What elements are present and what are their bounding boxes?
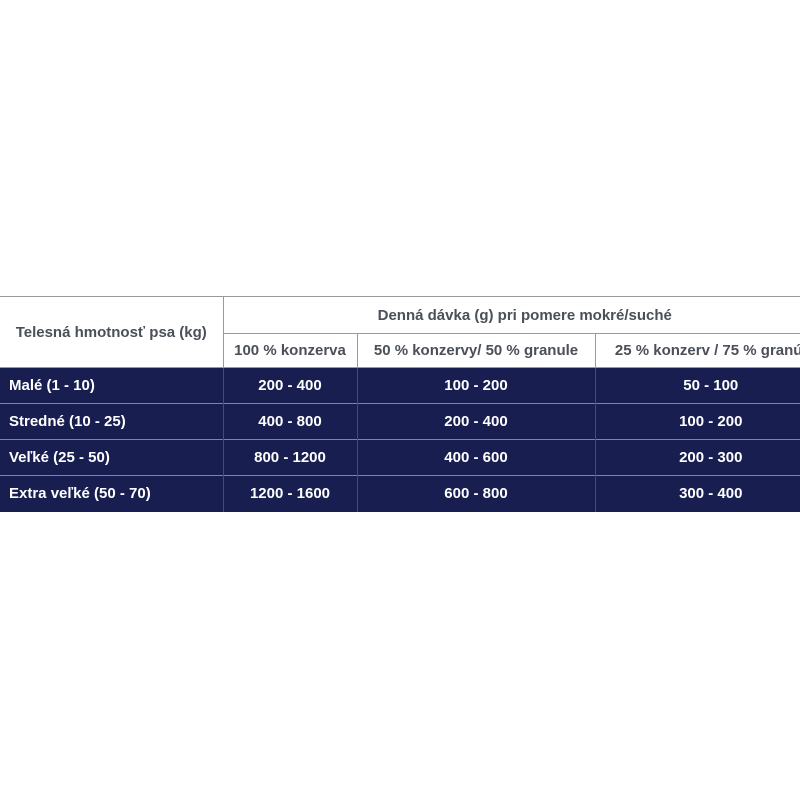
value-cell: 200 - 400: [222, 367, 357, 404]
table-row: Extra veľké (50 - 70) 1200 - 1600 600 - …: [0, 475, 800, 512]
subheader-cell-100-konzerva: 100 % konzerva: [223, 333, 357, 368]
feeding-table-header: Telesná hmotnosť psa (kg) Denná dávka (g…: [0, 296, 800, 368]
row-label-cell: Malé (1 - 10): [0, 367, 223, 404]
subheader-cell-25-75: 25 % konzerv / 75 % granúl: [594, 333, 800, 368]
value-cell: 300 - 400: [594, 475, 800, 512]
feeding-table: Telesná hmotnosť psa (kg) Denná dávka (g…: [0, 296, 800, 512]
value-cell: 600 - 800: [356, 475, 595, 512]
value-cell: 400 - 600: [356, 439, 595, 476]
value-cell: 400 - 800: [222, 403, 357, 440]
value-cell: 50 - 100: [594, 367, 800, 404]
subheader-cell-50-50: 50 % konzervy/ 50 % granule: [356, 333, 595, 368]
value-cell: 800 - 1200: [222, 439, 357, 476]
group-header-cell: Denná dávka (g) pri pomere mokré/suché: [223, 296, 800, 334]
header-row-sub: 100 % konzerva 50 % konzervy/ 50 % granu…: [0, 333, 800, 368]
table-row: Stredné (10 - 25) 400 - 800 200 - 400 10…: [0, 403, 800, 440]
value-cell: 1200 - 1600: [222, 475, 357, 512]
table-row: Malé (1 - 10) 200 - 400 100 - 200 50 - 1…: [0, 367, 800, 404]
value-cell: 200 - 400: [356, 403, 595, 440]
value-cell: 100 - 200: [356, 367, 595, 404]
value-cell: 100 - 200: [594, 403, 800, 440]
row-label-cell: Veľké (25 - 50): [0, 439, 223, 476]
feeding-table-body: Malé (1 - 10) 200 - 400 100 - 200 50 - 1…: [0, 367, 800, 512]
corner-header-cell: Telesná hmotnosť psa (kg): [0, 296, 224, 368]
header-row-group: Telesná hmotnosť psa (kg) Denná dávka (g…: [0, 296, 800, 368]
row-label-cell: Extra veľké (50 - 70): [0, 475, 223, 512]
feeding-table-container: Telesná hmotnosť psa (kg) Denná dávka (g…: [0, 296, 800, 512]
table-row: Veľké (25 - 50) 800 - 1200 400 - 600 200…: [0, 439, 800, 476]
value-cell: 200 - 300: [594, 439, 800, 476]
row-label-cell: Stredné (10 - 25): [0, 403, 223, 440]
